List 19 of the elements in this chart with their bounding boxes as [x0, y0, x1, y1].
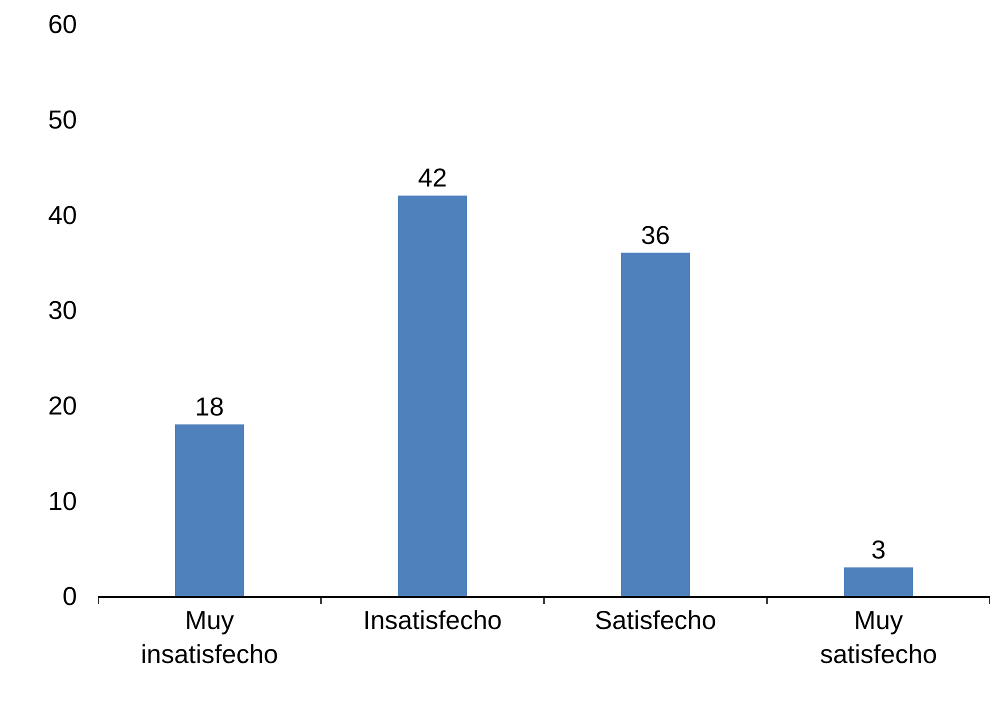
bar — [620, 252, 690, 596]
y-tick-label: 60 — [48, 9, 77, 40]
y-tick-label: 50 — [48, 104, 77, 134]
x-tick-label: Satisfecho — [594, 604, 716, 635]
y-tick-label: 10 — [48, 486, 77, 516]
x-tick-label: Muy satisfecho — [820, 604, 938, 669]
data-label: 3 — [871, 534, 886, 564]
bar — [174, 424, 244, 596]
y-tick-label: 20 — [48, 390, 77, 420]
y-tick-label: 40 — [48, 200, 77, 230]
data-label: 36 — [641, 220, 670, 250]
data-label: 42 — [418, 162, 447, 193]
bar — [398, 196, 468, 596]
x-tick-label: Insatisfecho — [363, 604, 502, 635]
x-tick-label: Muy insatisfecho — [140, 604, 278, 669]
y-tick-label: 0 — [62, 581, 77, 612]
data-label: 18 — [195, 391, 224, 422]
y-tick-label: 30 — [48, 295, 77, 326]
bar — [844, 567, 914, 596]
